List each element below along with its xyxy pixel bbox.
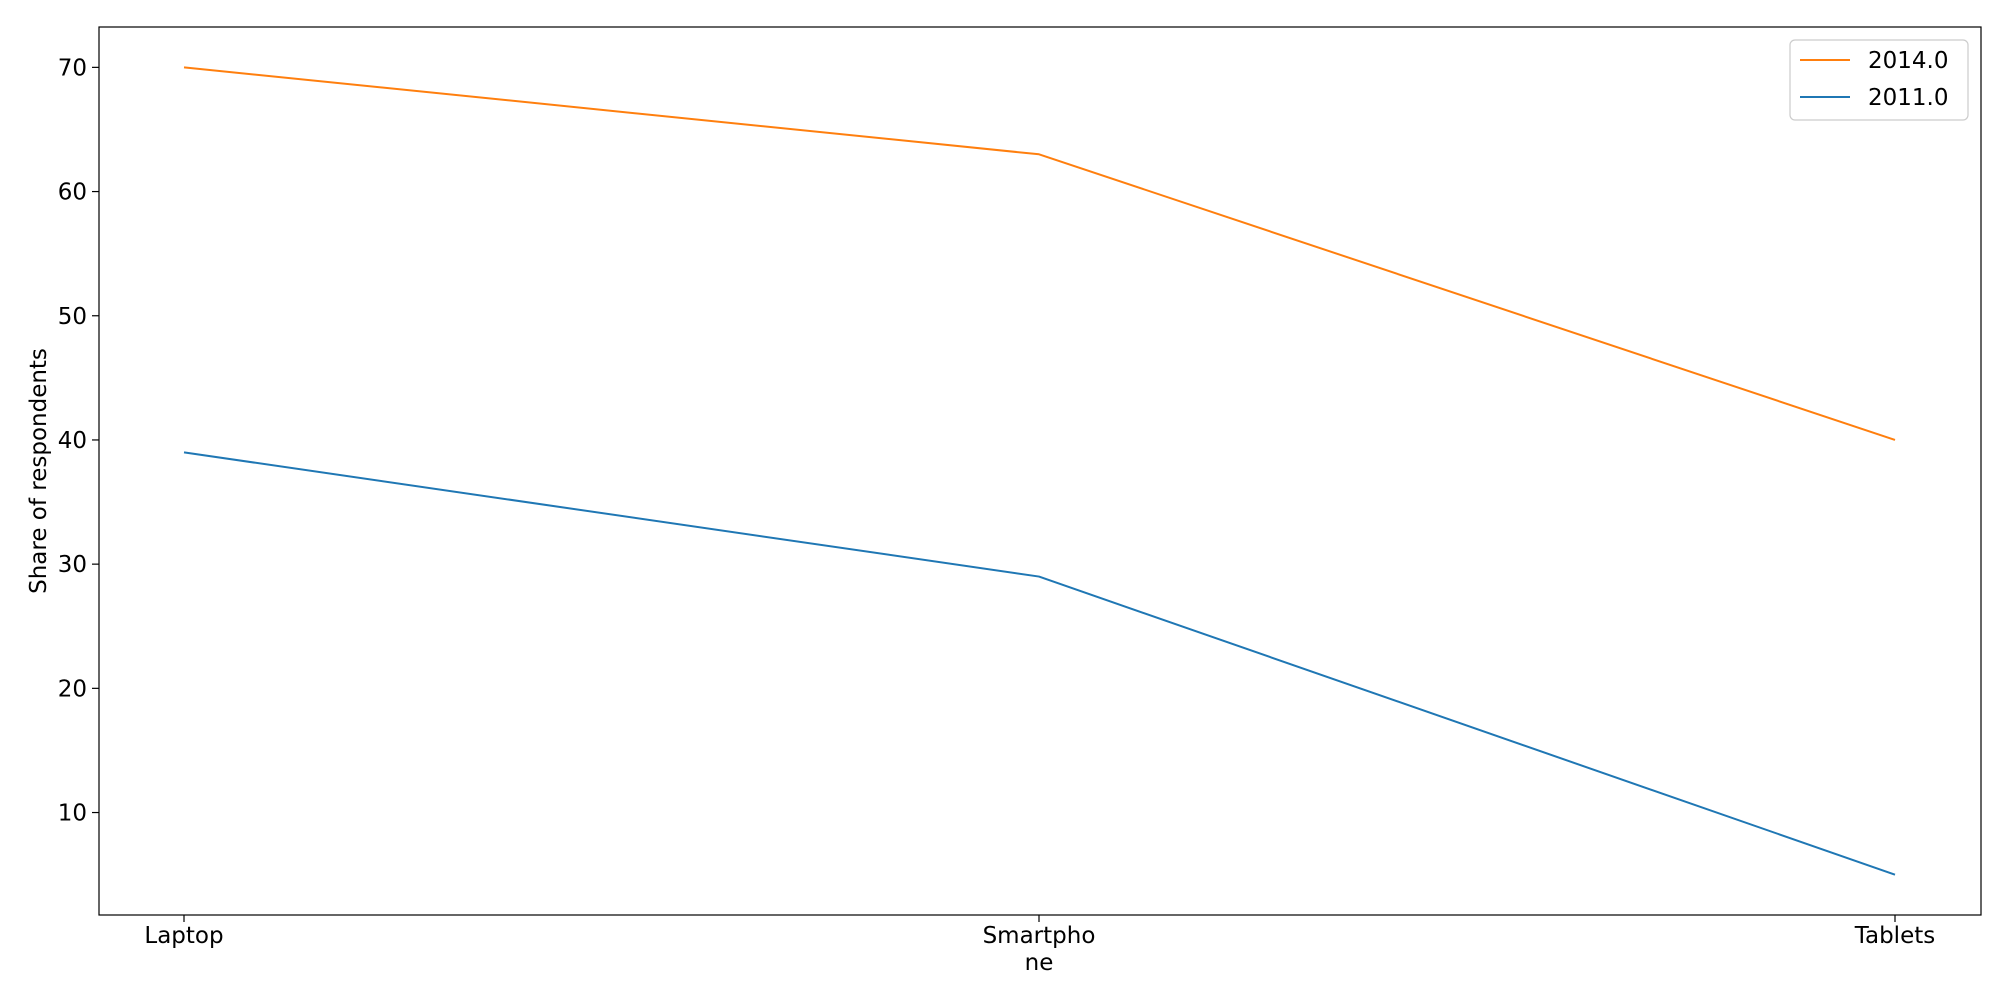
- y-tick-label: 40: [58, 428, 87, 454]
- x-tick-label-line: Smartpho: [983, 923, 1096, 949]
- x-axis: Laptop Smartpho ne Tablets: [144, 915, 1935, 976]
- y-tick-label: 10: [58, 801, 87, 827]
- series-layer: [183, 66, 1896, 876]
- legend-label: 2011.0: [1868, 85, 1948, 111]
- y-tick-label: 70: [58, 55, 87, 81]
- x-tick-label: Laptop: [144, 923, 223, 949]
- y-tick-label: 30: [58, 552, 87, 578]
- y-axis: 10 20 30 40 50 60 70: [58, 55, 99, 827]
- plot-area-frame: [98, 26, 1982, 916]
- x-tick-label-line: Tablets: [1854, 923, 1935, 949]
- legend-label: 2014.0: [1868, 48, 1948, 74]
- x-tick-label: Smartpho ne: [983, 923, 1096, 976]
- legend: 2014.0 2011.0: [1789, 39, 1969, 121]
- series-line-2014-0: [183, 66, 1896, 441]
- y-tick-label: 60: [58, 180, 87, 206]
- y-axis-title: Share of respondents: [26, 348, 52, 594]
- y-tick-label: 50: [58, 304, 87, 330]
- x-tick-label-line: ne: [1025, 950, 1054, 976]
- x-tick-label-line: Laptop: [144, 923, 223, 949]
- x-tick-label: Tablets: [1854, 923, 1935, 949]
- series-line-2011-0: [183, 451, 1896, 876]
- y-tick-label: 20: [58, 676, 87, 702]
